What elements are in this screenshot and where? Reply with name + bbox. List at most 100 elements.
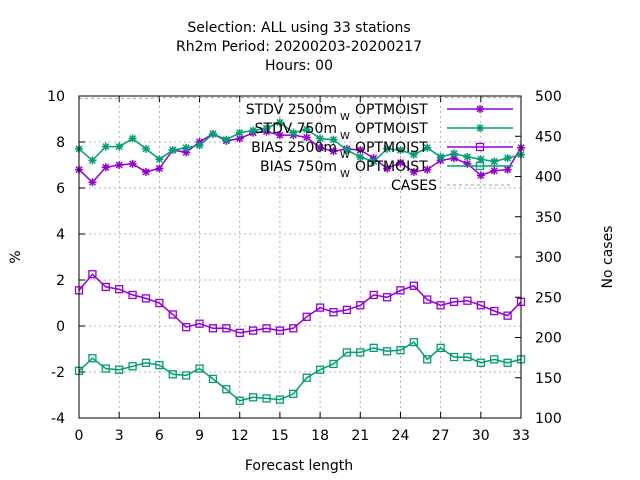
legend-subscript: W (340, 131, 350, 142)
plot-series (74, 97, 526, 405)
star-marker (423, 143, 432, 152)
x-tick-label: 0 (75, 428, 84, 444)
square-marker (490, 306, 499, 316)
star-marker (302, 125, 311, 134)
square-marker (289, 389, 298, 399)
star-marker (450, 154, 459, 163)
star-marker (409, 167, 418, 176)
grid (79, 96, 521, 418)
star-marker (88, 178, 97, 187)
legend-subscript: W (340, 112, 350, 123)
x-tick-label: 15 (271, 428, 289, 444)
series-bias-750m (74, 337, 526, 405)
square-marker (436, 301, 445, 310)
y-tick-label: 8 (56, 135, 65, 151)
square-marker (289, 324, 298, 333)
star-marker (128, 134, 137, 143)
square-marker (409, 337, 418, 347)
x-tick-label: 27 (432, 428, 450, 444)
square-marker (423, 355, 432, 364)
square-marker (463, 296, 472, 305)
star-marker (195, 141, 204, 150)
star-marker (503, 154, 512, 163)
legend-entry: BIAS 750m W OPTMOIST (260, 159, 513, 180)
legend-suffix: OPTMOIST (355, 159, 428, 175)
y-tick-label: -4 (51, 411, 65, 427)
series-line (79, 97, 521, 99)
series-line (78, 341, 522, 402)
y2-tick-label: 250 (535, 290, 562, 306)
square-marker (490, 355, 499, 364)
y2-tick-label: 300 (535, 250, 562, 266)
square-marker (155, 298, 164, 308)
y2-tick-label: 100 (535, 411, 562, 427)
star-marker (436, 152, 445, 161)
y-axis-label: % (8, 250, 24, 263)
star-marker (356, 152, 365, 161)
title-line-2: Rh2m Period: 20200203-20200217 (176, 39, 422, 55)
star-marker (262, 124, 271, 133)
square-marker (262, 394, 271, 403)
square-marker (168, 370, 177, 379)
square-marker (476, 358, 485, 367)
y2-tick-label: 400 (535, 170, 562, 186)
square-marker (409, 281, 418, 290)
star-marker (101, 142, 110, 151)
star-marker (463, 152, 472, 161)
star-marker (275, 118, 284, 127)
star-marker (423, 165, 432, 174)
star-marker (476, 124, 484, 132)
square-marker (235, 328, 244, 338)
series-line (78, 130, 522, 184)
square-marker (248, 326, 258, 335)
y2-tick-label: 150 (535, 371, 562, 387)
star-marker (329, 147, 338, 156)
square-marker (195, 319, 204, 328)
star-marker (490, 166, 499, 175)
legend-subscript: W (340, 169, 350, 180)
square-marker (208, 374, 218, 384)
square-marker (342, 348, 352, 357)
legend-label: STDV 2500m (246, 102, 337, 118)
star-marker (476, 105, 484, 113)
square-marker (208, 324, 218, 333)
star-marker (88, 156, 97, 165)
legend-label: STDV 750m (255, 121, 337, 137)
star-marker (275, 131, 284, 140)
series-stdv-750m (75, 118, 525, 166)
square-marker (141, 358, 151, 367)
x-tick-label: 12 (231, 428, 249, 444)
square-marker (342, 305, 352, 315)
square-marker (248, 393, 258, 402)
star-marker (342, 146, 351, 155)
star-marker (141, 144, 150, 153)
series-line (78, 121, 522, 163)
star-marker (476, 155, 485, 164)
x-tick-label: 30 (472, 428, 490, 444)
square-marker (155, 360, 164, 370)
legend-entry: CASES (391, 178, 513, 194)
star-marker (155, 164, 164, 173)
x-tick-label: 18 (311, 428, 329, 444)
y-tick-label: 10 (47, 89, 65, 105)
star-marker (235, 134, 244, 143)
square-marker (88, 354, 97, 363)
square-marker (396, 286, 405, 295)
star-marker (396, 146, 405, 155)
square-marker (503, 358, 512, 367)
square-marker (128, 362, 137, 371)
star-marker (115, 142, 124, 151)
square-marker (141, 294, 151, 303)
star-marker (409, 150, 418, 159)
star-marker (369, 157, 378, 166)
square-marker (182, 322, 191, 332)
series-bias-2500m (74, 270, 526, 338)
square-marker (503, 311, 512, 320)
star-marker (208, 129, 217, 138)
square-marker (369, 343, 378, 353)
square-marker (369, 290, 378, 300)
square-marker (302, 373, 311, 382)
square-marker (329, 308, 338, 317)
star-marker (476, 171, 485, 180)
